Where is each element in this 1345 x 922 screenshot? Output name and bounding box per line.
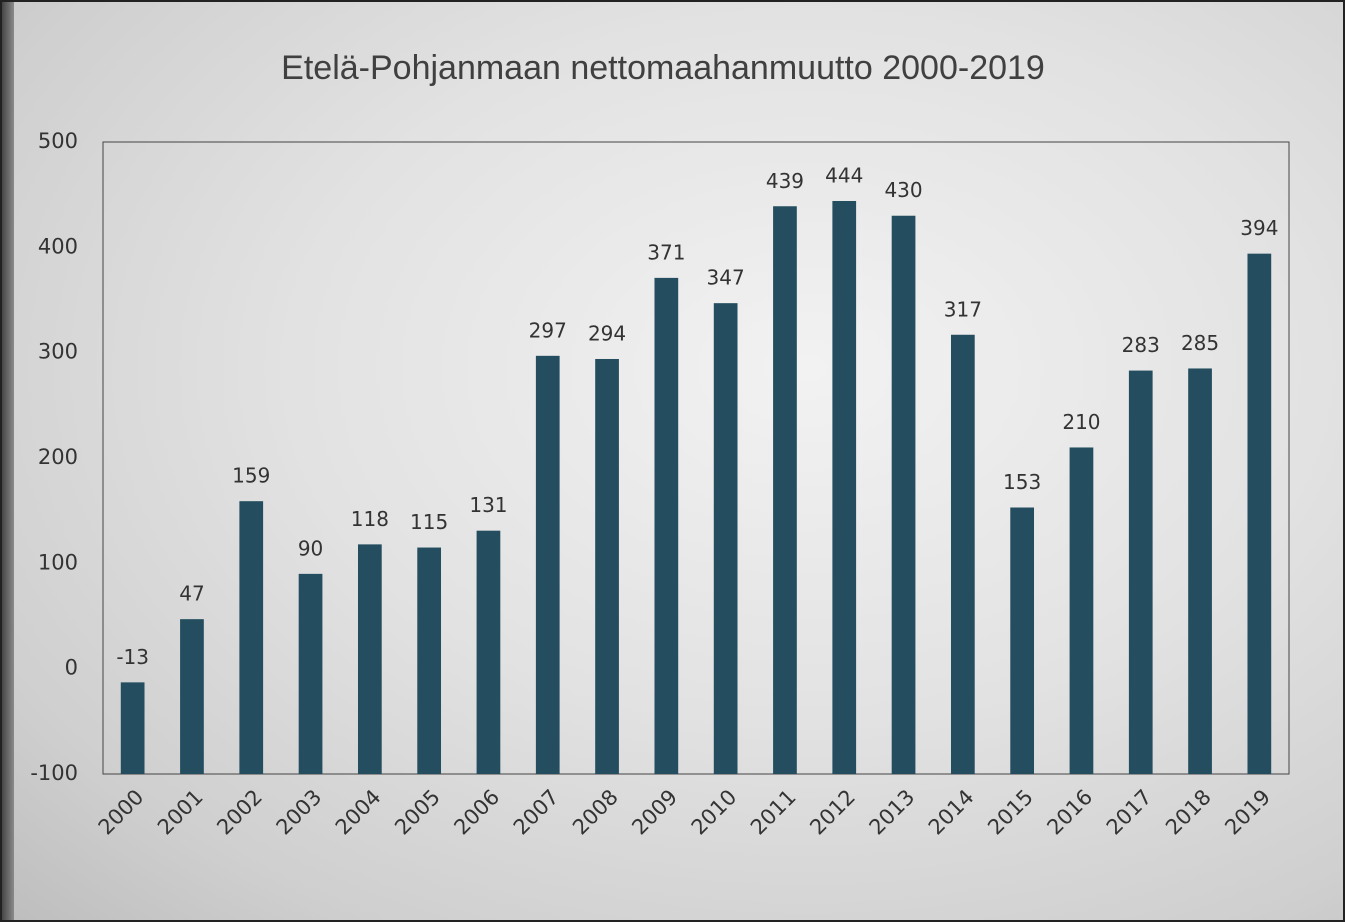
data-label: 294 <box>588 321 626 345</box>
data-label: 430 <box>884 178 922 202</box>
bar <box>1128 370 1153 774</box>
data-label: 283 <box>1122 333 1160 357</box>
data-label: 371 <box>647 240 685 264</box>
bar <box>950 334 975 774</box>
bar <box>180 619 204 774</box>
bar <box>654 277 679 774</box>
y-tick-label: 500 <box>38 129 78 153</box>
bar <box>595 358 619 774</box>
frame-edge <box>0 0 14 922</box>
x-tick-label: 2016 <box>1042 785 1097 840</box>
x-tick-label: 2012 <box>805 785 860 840</box>
x-tick-label: 2009 <box>627 785 682 840</box>
bar <box>120 682 145 774</box>
data-label: 444 <box>825 163 863 187</box>
y-tick-label: 0 <box>65 656 78 680</box>
bar <box>773 206 797 775</box>
x-tick-label: 2000 <box>94 785 149 840</box>
data-label: 153 <box>1003 470 1041 494</box>
data-label: 90 <box>298 536 323 560</box>
data-label: 439 <box>766 169 804 193</box>
x-tick-label: 2003 <box>272 785 327 840</box>
data-label: 118 <box>351 507 389 531</box>
data-label: -13 <box>116 645 149 669</box>
data-label: 394 <box>1240 216 1278 240</box>
bar <box>1010 507 1035 774</box>
x-tick-label: 2007 <box>509 785 564 840</box>
x-tick-label: 2008 <box>568 785 623 840</box>
bar <box>832 200 857 774</box>
y-tick-label: 400 <box>38 234 78 258</box>
bar <box>239 501 264 774</box>
bar <box>891 215 916 774</box>
bar <box>1188 368 1212 774</box>
chart-title: Etelä-Pohjanmaan nettomaahanmuutto 2000-… <box>281 49 1045 87</box>
bar <box>713 303 738 774</box>
bar <box>357 544 382 774</box>
bar <box>1069 447 1094 774</box>
data-label: 131 <box>469 493 507 517</box>
y-tick-label: -100 <box>30 761 78 785</box>
x-tick-label: 2011 <box>746 785 801 840</box>
x-tick-label: 2014 <box>924 785 979 840</box>
x-tick-label: 2006 <box>449 785 504 840</box>
bar <box>476 530 501 774</box>
bar <box>1247 253 1272 775</box>
data-label: 297 <box>529 318 567 342</box>
x-tick-label: 2002 <box>212 785 267 840</box>
data-label: 210 <box>1062 410 1100 434</box>
x-tick-label: 2004 <box>331 785 386 840</box>
bar <box>298 573 323 774</box>
x-tick-label: 2018 <box>1161 785 1216 840</box>
plot-area <box>102 141 1290 775</box>
x-tick-label: 2005 <box>390 785 445 840</box>
data-label: 115 <box>410 510 448 534</box>
data-label: 285 <box>1181 331 1219 355</box>
data-label: 317 <box>944 297 982 321</box>
x-tick-label: 2017 <box>1102 785 1157 840</box>
x-tick-label: 2015 <box>983 785 1038 840</box>
data-label: 347 <box>707 266 745 290</box>
data-label: 47 <box>179 582 204 606</box>
y-tick-label: 200 <box>38 445 78 469</box>
y-tick-label: 100 <box>38 550 78 574</box>
data-label: 159 <box>232 464 270 488</box>
x-tick-label: 2013 <box>865 785 920 840</box>
y-tick-label: 300 <box>38 340 78 364</box>
bar <box>417 547 442 774</box>
x-tick-label: 2019 <box>1220 785 1275 840</box>
x-tick-label: 2010 <box>687 785 742 840</box>
bar <box>535 355 560 774</box>
x-tick-label: 2001 <box>153 785 208 840</box>
